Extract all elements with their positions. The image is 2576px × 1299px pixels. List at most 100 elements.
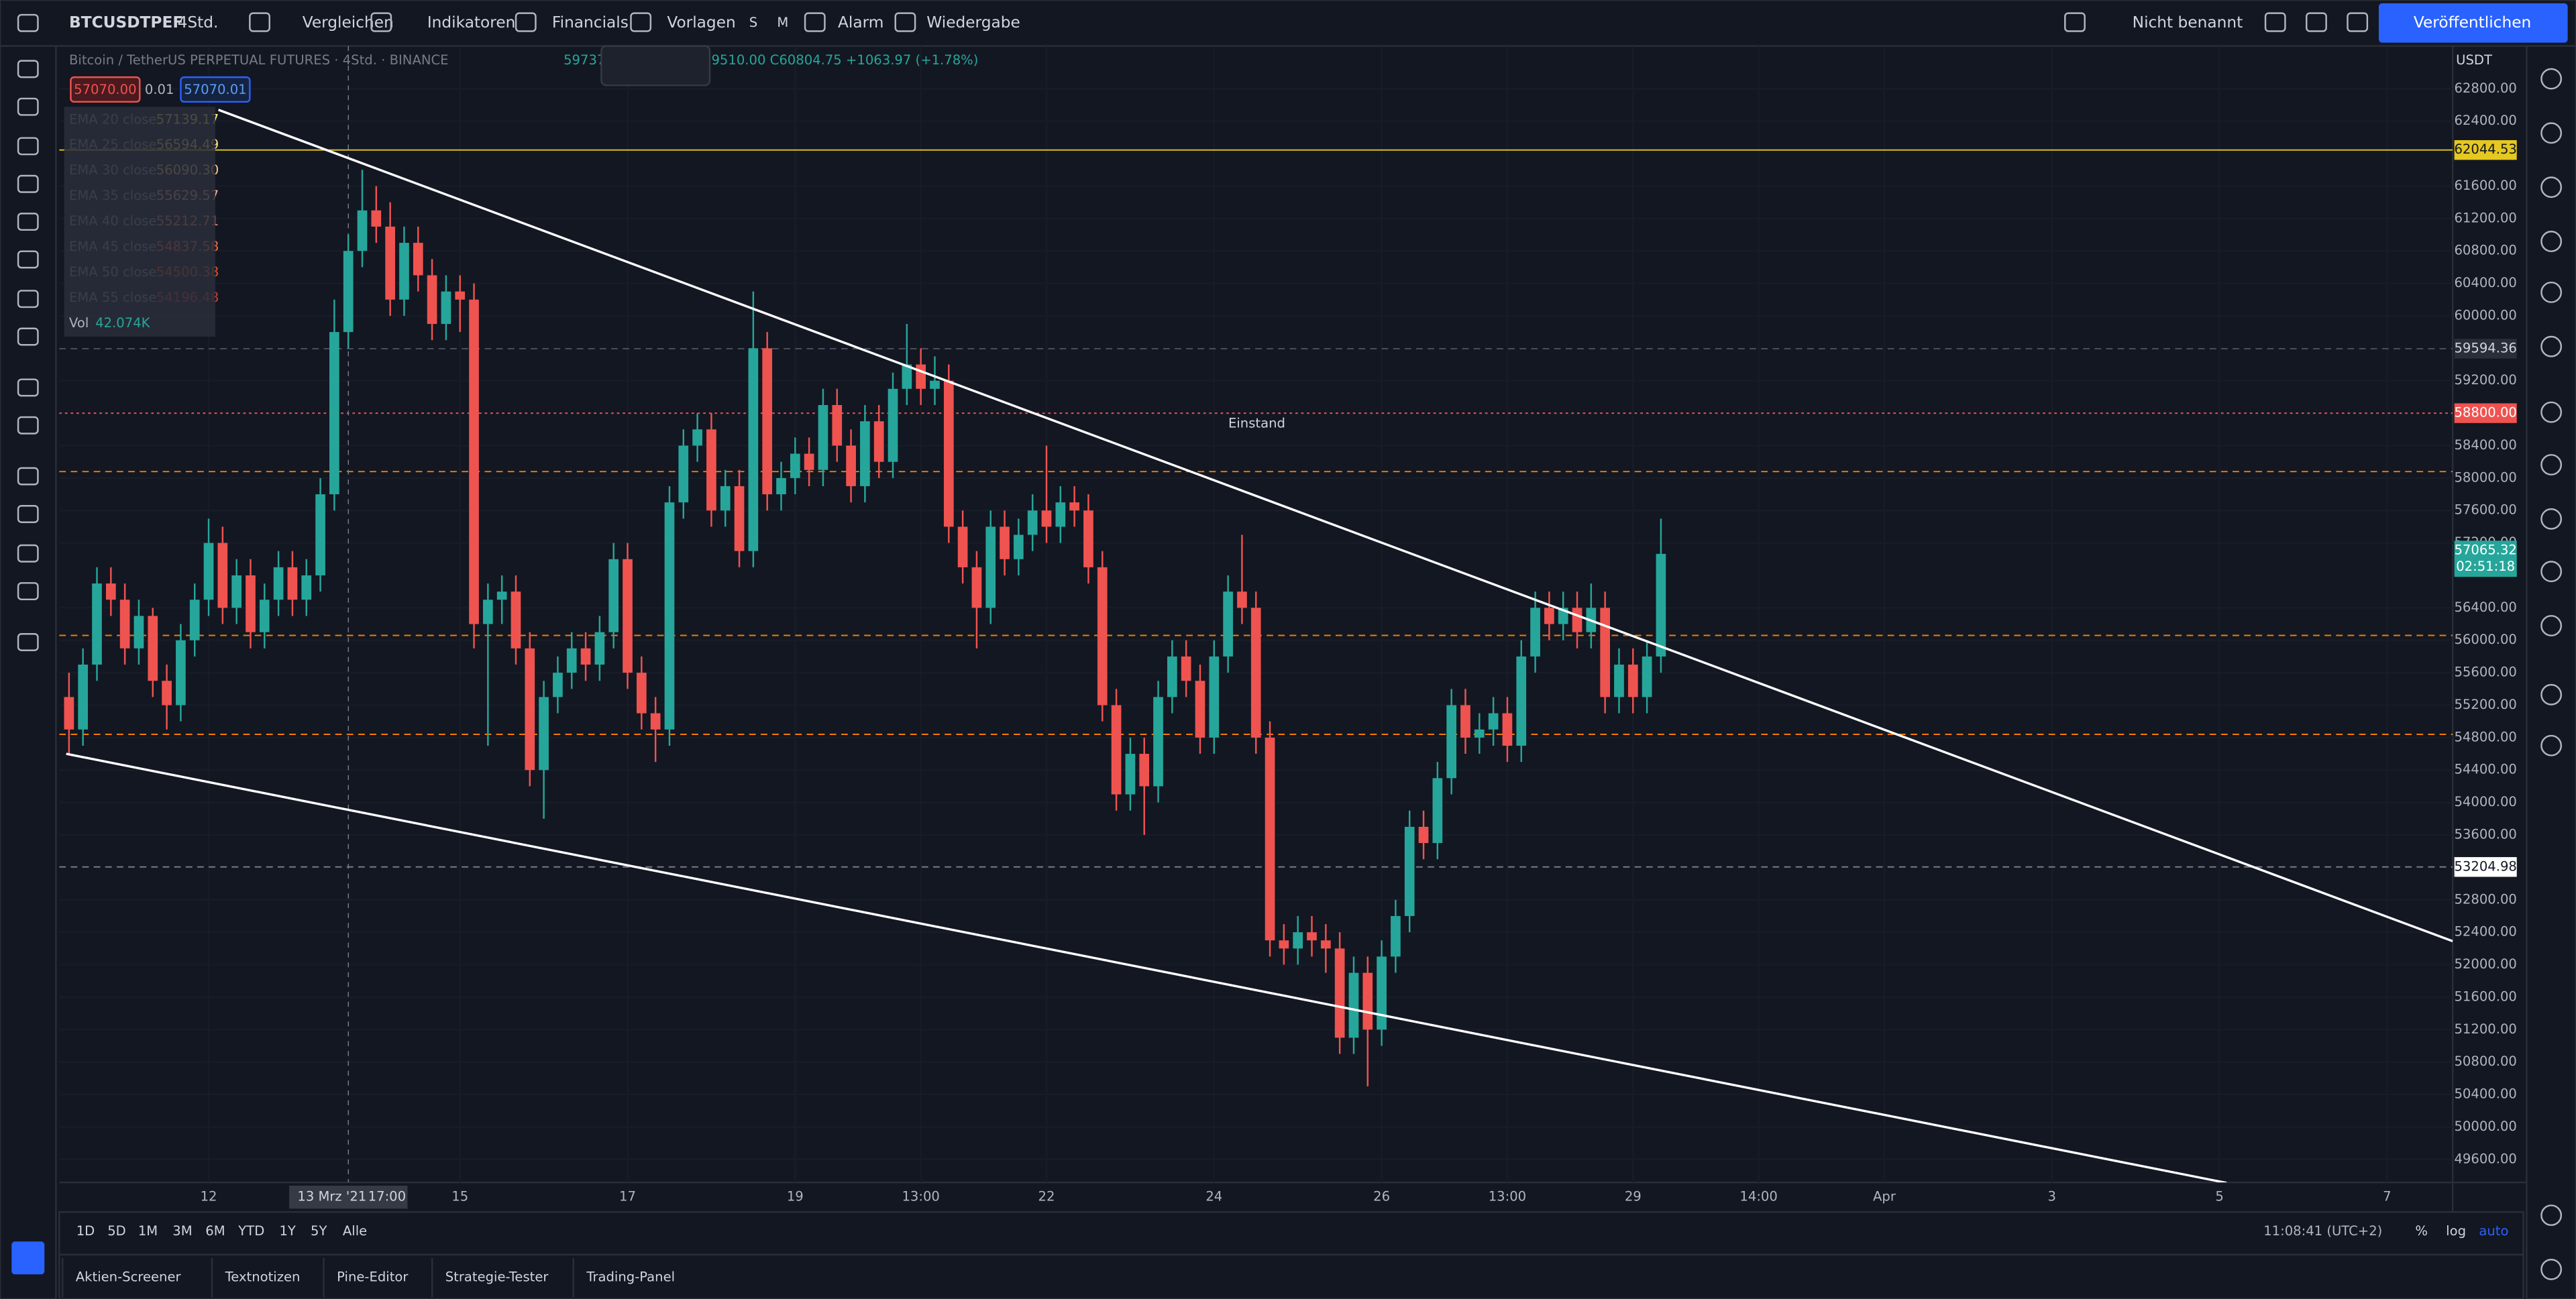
toolbar-icon[interactable]: [630, 12, 652, 32]
toolbar-icon[interactable]: [894, 12, 916, 32]
side-icon[interactable]: [2540, 561, 2563, 583]
tool-icon[interactable]: [17, 213, 39, 231]
side-icon[interactable]: [2540, 1259, 2563, 1280]
volume-name: Vol: [69, 315, 89, 331]
tab[interactable]: Aktien-Screener: [76, 1269, 182, 1285]
side-icon[interactable]: [2540, 734, 2563, 756]
tab[interactable]: Trading-Panel: [586, 1269, 675, 1285]
y-tick-label: 54000.00: [2454, 794, 2516, 809]
tool-icon[interactable]: [17, 137, 39, 156]
toolbar-item[interactable]: M: [777, 15, 788, 30]
toolbar-item[interactable]: Alarm: [838, 13, 883, 32]
tool-icon[interactable]: [17, 582, 39, 601]
candle-body: [1181, 656, 1191, 681]
toolbar-item[interactable]: Financials: [552, 13, 629, 32]
side-icon[interactable]: [2540, 335, 2563, 357]
side-icon[interactable]: [2540, 122, 2563, 144]
toolbar-item[interactable]: S: [749, 15, 757, 30]
candle-body: [133, 616, 144, 648]
tool-icon[interactable]: [17, 174, 39, 193]
tool-icon[interactable]: [17, 633, 39, 651]
toolbar-item[interactable]: Vorlagen: [667, 13, 735, 32]
y-tick-label: 52400.00: [2454, 924, 2516, 940]
y-tick-label: 54800.00: [2454, 729, 2516, 744]
timeframe[interactable]: 1M: [138, 1223, 158, 1239]
side-icon[interactable]: [2540, 281, 2563, 303]
candle-body: [1055, 502, 1066, 527]
buy-price[interactable]: 57070.01: [184, 82, 246, 97]
tool-icon[interactable]: [17, 13, 39, 32]
toolbar-icon[interactable]: [2306, 12, 2327, 32]
toolbar-icon[interactable]: [249, 12, 270, 32]
scale-option[interactable]: %: [2415, 1223, 2428, 1239]
toolbar-icon[interactable]: [804, 12, 826, 32]
sell-price[interactable]: 57070.00: [74, 82, 136, 97]
candle-body: [1362, 972, 1373, 1030]
candle-body: [1516, 656, 1527, 746]
toolbar-item[interactable]: Wiedergabe: [926, 13, 1020, 32]
tab[interactable]: Textnotizen: [225, 1269, 301, 1285]
tab[interactable]: Strategie-Tester: [445, 1269, 549, 1285]
timeframe[interactable]: 3M: [172, 1223, 192, 1239]
overlay: Vergleichen Indikatoren Financials Vorlagen…: [11, 12, 2563, 1298]
drawing-toolbar[interactable]: [600, 45, 711, 87]
tool-icon[interactable]: [17, 544, 39, 563]
publish-label[interactable]: Veröffentlichen: [2414, 13, 2531, 32]
side-icon[interactable]: [2540, 401, 2563, 423]
toolbar-icon[interactable]: [515, 12, 537, 32]
timeframe[interactable]: Alle: [343, 1223, 367, 1239]
tool-icon[interactable]: [17, 378, 39, 397]
toolbar-icon[interactable]: [2347, 12, 2369, 32]
side-icon[interactable]: [2540, 231, 2563, 252]
candle-body: [259, 600, 270, 632]
toolbar-icon[interactable]: [2264, 12, 2286, 32]
tool-icon[interactable]: [17, 60, 39, 78]
candle-body: [608, 559, 619, 632]
publish-button[interactable]: [2379, 3, 2568, 43]
side-icon[interactable]: [2540, 68, 2563, 90]
y-tick-label: 51200.00: [2454, 1021, 2516, 1037]
symbol[interactable]: BTCUSDTPEF: [69, 13, 183, 32]
interval[interactable]: 4Std.: [178, 13, 219, 32]
favorite-button[interactable]: [11, 1241, 45, 1275]
candle-body: [1250, 608, 1261, 738]
tab[interactable]: Pine-Editor: [337, 1269, 409, 1285]
side-icon[interactable]: [2540, 454, 2563, 475]
layout-name[interactable]: Nicht benannt: [2133, 13, 2243, 32]
timeframe[interactable]: 1Y: [279, 1223, 295, 1239]
candle-body: [636, 673, 647, 714]
tool-icon[interactable]: [17, 97, 39, 116]
top-toolbar: [0, 0, 2576, 47]
tool-icon[interactable]: [17, 290, 39, 308]
candle-body: [1377, 956, 1387, 1030]
timeframe[interactable]: YTD: [237, 1223, 264, 1239]
crosshair-time: 17:00: [368, 1189, 406, 1204]
x-tick-label: 5: [2215, 1189, 2223, 1204]
scale-option[interactable]: auto: [2479, 1223, 2508, 1239]
toolbar-item[interactable]: Vergleichen: [303, 13, 394, 32]
side-icon[interactable]: [2540, 1204, 2563, 1227]
toolbar-icon[interactable]: [2064, 12, 2086, 32]
side-icon[interactable]: [2540, 615, 2563, 636]
candle-body: [441, 291, 451, 325]
toolbar-icon[interactable]: [370, 12, 392, 32]
timeframe[interactable]: 1D: [76, 1223, 95, 1239]
side-icon[interactable]: [2540, 683, 2563, 705]
y-tick-label: 52800.00: [2454, 891, 2516, 907]
timeframe[interactable]: 6M: [205, 1223, 225, 1239]
scale-option[interactable]: log: [2446, 1223, 2466, 1239]
buy-button[interactable]: [180, 76, 251, 103]
toolbar-item[interactable]: Indikatoren: [427, 13, 516, 32]
sell-button[interactable]: [70, 76, 141, 103]
tool-icon[interactable]: [17, 505, 39, 523]
timeframe[interactable]: 5Y: [311, 1223, 327, 1239]
tool-icon[interactable]: [17, 327, 39, 346]
y-tick-label: 55600.00: [2454, 665, 2516, 680]
side-icon[interactable]: [2540, 508, 2563, 530]
timeframe[interactable]: 5D: [107, 1223, 126, 1239]
tool-icon[interactable]: [17, 416, 39, 435]
tool-icon[interactable]: [17, 467, 39, 486]
x-tick-label: 12: [201, 1189, 217, 1204]
tool-icon[interactable]: [17, 250, 39, 269]
side-icon[interactable]: [2540, 176, 2563, 199]
